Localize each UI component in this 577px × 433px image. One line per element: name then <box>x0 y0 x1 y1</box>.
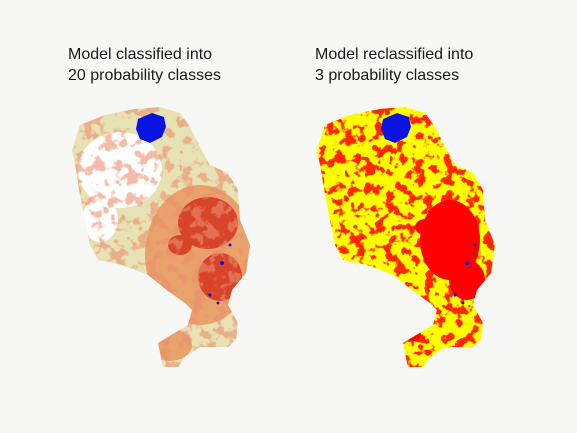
water-pixel <box>473 243 477 247</box>
water-pixel <box>461 301 465 305</box>
right-caption-line-1: Model reclassified into <box>315 46 474 63</box>
water-pixel <box>216 301 220 305</box>
right-map-caption: Model reclassified into 3 probability cl… <box>315 44 473 86</box>
left-map-caption: Model classified into 20 probability cla… <box>68 44 221 86</box>
right-caption-line-2: 3 probability classes <box>315 67 460 84</box>
probability-texture <box>72 107 250 367</box>
probability-texture <box>317 107 495 367</box>
map-3-classes <box>305 95 515 375</box>
map-3-classes-graphic <box>317 107 495 367</box>
water-pixel <box>208 293 212 297</box>
lake <box>381 113 411 143</box>
left-caption-line-1: Model classified into <box>68 46 213 63</box>
water-pixel <box>220 261 224 265</box>
water-pixel <box>453 293 457 297</box>
water-pixel <box>465 261 469 265</box>
map-20-classes <box>60 95 270 375</box>
map-20-classes-graphic <box>72 107 250 367</box>
water-pixel <box>228 243 232 247</box>
left-caption-line-2: 20 probability classes <box>68 67 221 84</box>
lake <box>136 113 166 143</box>
